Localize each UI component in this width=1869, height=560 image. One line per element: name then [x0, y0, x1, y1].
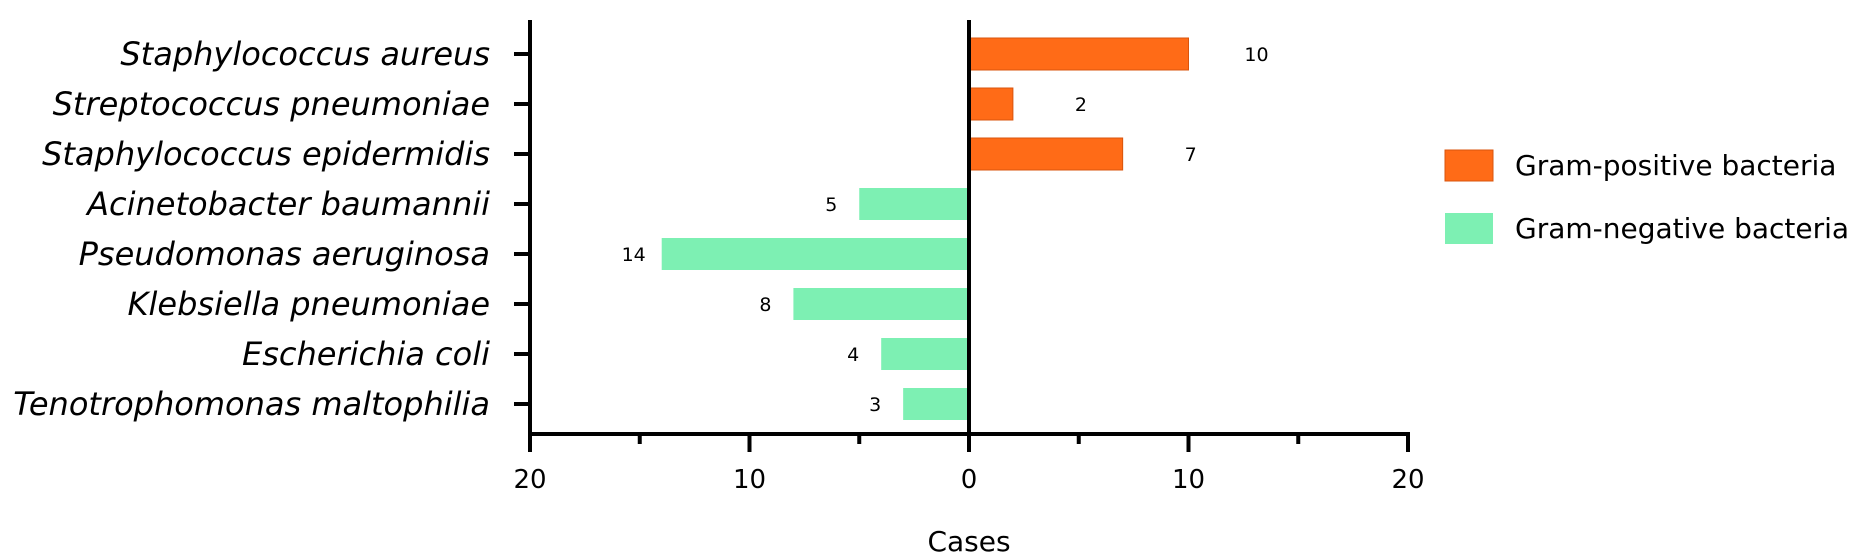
value-label: 3 [869, 394, 881, 416]
bar-staphylococcus-epidermidis [968, 137, 1124, 171]
bar-pseudomonas-aeruginosa [661, 238, 969, 270]
value-label: 5 [825, 194, 837, 216]
bar-klebsiella-pneumoniae [793, 288, 969, 320]
legend-label: Gram-negative bacteria [1515, 212, 1849, 245]
bar-escherichia-coli [881, 338, 969, 370]
value-label: 2 [1075, 94, 1087, 116]
value-label: 10 [1244, 44, 1268, 66]
value-label: 14 [622, 244, 646, 266]
bars-group [661, 37, 1189, 420]
y-axis: Staphylococcus aureus Streptococcus pneum… [13, 20, 532, 434]
category-label: Staphylococcus aureus [120, 35, 490, 73]
category-label: Staphylococcus epidermidis [42, 135, 490, 173]
value-label: 8 [759, 294, 771, 316]
bar-staphylococcus-aureus [968, 37, 1189, 71]
category-label: Escherichia coli [242, 335, 490, 373]
x-tick-label: 10 [733, 465, 766, 495]
category-label: Streptococcus pneumoniae [53, 85, 490, 123]
category-label: Klebsiella pneumoniae [128, 285, 490, 323]
legend-swatch [1445, 213, 1493, 244]
bar-tenotrophomonas-maltophilia [903, 388, 969, 420]
legend-label: Gram-positive bacteria [1515, 149, 1836, 182]
x-tick-label: 0 [961, 465, 978, 495]
category-label: Pseudomonas aeruginosa [79, 235, 490, 273]
legend-swatch [1444, 149, 1494, 182]
x-axis: 20 10 0 10 20 [513, 20, 1425, 495]
bar-acinetobacter-baumannii [859, 188, 969, 220]
x-tick-label: 20 [1391, 465, 1424, 495]
value-label: 7 [1185, 144, 1197, 166]
value-label: 4 [847, 344, 859, 366]
x-tick-label: 10 [1172, 465, 1205, 495]
x-tick-label: 20 [513, 465, 546, 495]
x-axis-title: Cases [927, 525, 1010, 558]
category-label: Acinetobacter baumannii [85, 185, 490, 223]
legend: Gram-positive bacteria Gram-negative bact… [1444, 149, 1849, 245]
bar-streptococcus-pneumoniae [968, 87, 1014, 121]
value-labels-group: 10 2 7 5 14 8 4 3 [622, 44, 1269, 416]
category-label: Tenotrophomonas maltophilia [13, 385, 490, 423]
